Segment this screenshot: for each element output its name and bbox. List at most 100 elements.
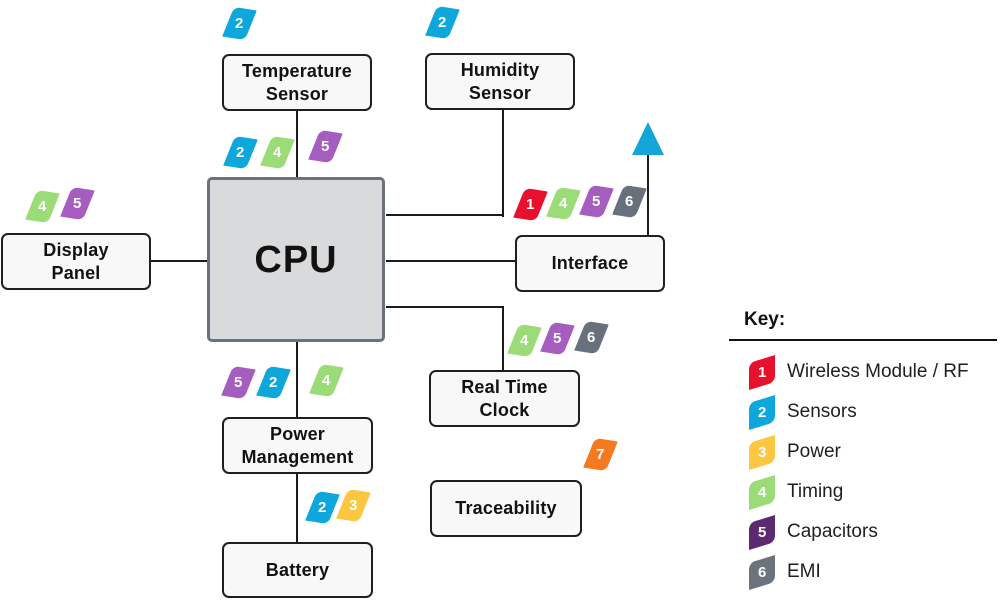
component-badge: 2 (425, 5, 460, 40)
key-entries: 1 Wireless Module / RF 2 Sensors 3 Power 4 Timi… (729, 341, 997, 592)
component-badge: 6 (612, 184, 647, 219)
box-real-time-clock: Real Time Clock (429, 370, 580, 427)
box-label: Management (241, 446, 354, 467)
box-interface: Interface (515, 235, 665, 292)
badge-number: 4 (38, 198, 47, 215)
component-badge: 2 (223, 135, 258, 170)
key-entry: 4 Timing (729, 472, 997, 512)
badge-number: 6 (625, 193, 634, 210)
badge-number: 2 (236, 144, 245, 161)
component-badge: 5 (60, 186, 95, 221)
badge-number: 7 (596, 446, 605, 463)
key-entry: 6 EMI (729, 552, 997, 592)
connector-line (647, 152, 649, 236)
key-entry-label: Sensors (787, 401, 857, 422)
box-label: Humidity (460, 59, 540, 80)
component-badge: 5 (221, 365, 256, 400)
component-badge: 2 (305, 490, 340, 525)
key-badge: 1 (749, 354, 775, 390)
box-label: Interface (551, 253, 629, 273)
connector-line (502, 110, 504, 217)
key-badge: 6 (749, 554, 775, 590)
badge-number: 5 (321, 138, 330, 155)
box-label: Temperature (242, 60, 352, 81)
key-badge: 4 (749, 474, 775, 510)
component-badge: 5 (579, 184, 614, 219)
badge-number: 2 (235, 15, 244, 32)
badge-number: 4 (520, 332, 529, 349)
badge-number: 4 (273, 144, 282, 161)
key-badge-number: 6 (757, 563, 767, 581)
key-badge: 3 (749, 434, 775, 470)
component-badge: 2 (222, 6, 257, 41)
component-badge: 4 (260, 135, 295, 170)
connector-line (296, 342, 298, 417)
connector-line (151, 260, 207, 262)
key-badge-number: 1 (757, 363, 767, 381)
box-traceability: Traceability (430, 480, 582, 537)
box-cpu: CPU (207, 177, 385, 342)
key-entry: 3 Power (729, 432, 997, 472)
badge-number: 6 (587, 329, 596, 346)
component-badge: 1 (513, 187, 548, 222)
antenna-icon (632, 122, 664, 155)
key-badge-number: 4 (757, 483, 767, 501)
box-label: CPU (254, 238, 338, 281)
badge-number: 2 (318, 499, 327, 516)
box-label: Display (43, 239, 109, 260)
badge-number: 1 (526, 196, 535, 213)
component-badge: 4 (25, 189, 60, 224)
component-badge: 4 (309, 363, 344, 398)
box-battery: Battery (222, 542, 373, 598)
badge-number: 5 (234, 374, 243, 391)
key-entry-label: Capacitors (787, 521, 878, 542)
key-entry: 2 Sensors (729, 392, 997, 432)
badge-number: 2 (269, 374, 278, 391)
connector-line (502, 306, 504, 371)
box-label: Real Time (461, 376, 548, 397)
key-panel: Key: 1 Wireless Module / RF 2 Sensors 3 Power… (729, 305, 997, 592)
component-badge: 6 (574, 320, 609, 355)
component-badge: 5 (540, 321, 575, 356)
badge-number: 4 (559, 195, 568, 212)
key-entry-label: Timing (787, 481, 844, 502)
key-divider (729, 339, 997, 341)
component-badge: 5 (308, 129, 343, 164)
key-entry: 5 Capacitors (729, 512, 997, 552)
connector-line (296, 111, 298, 177)
key-badge-number: 3 (757, 443, 767, 461)
key-title: Key: (744, 309, 786, 330)
key-entry: 1 Wireless Module / RF (729, 352, 997, 392)
box-power-management: Power Management (222, 417, 373, 474)
key-badge: 5 (749, 514, 775, 550)
badge-number: 5 (553, 330, 562, 347)
key-entry-label: EMI (787, 561, 821, 582)
box-display-panel: Display Panel (1, 233, 151, 290)
connector-line (386, 306, 504, 308)
box-label: Power (269, 423, 326, 444)
component-badge: 3 (336, 488, 371, 523)
connector-line (296, 474, 298, 542)
box-label: Battery (265, 559, 330, 580)
box-label: Clock (479, 399, 530, 420)
component-badge: 4 (546, 186, 581, 221)
key-badge: 2 (749, 394, 775, 430)
key-entry-label: Power (787, 441, 841, 462)
component-badge: 7 (583, 437, 618, 472)
box-label: Sensor (265, 83, 329, 104)
badge-number: 4 (322, 372, 331, 389)
connector-line (386, 214, 504, 216)
badge-number: 5 (592, 193, 601, 210)
box-humidity-sensor: Humidity Sensor (425, 53, 575, 110)
badge-number: 5 (73, 195, 82, 212)
badge-number: 3 (349, 497, 358, 514)
box-temperature-sensor: Temperature Sensor (222, 54, 372, 111)
component-badge: 4 (507, 323, 542, 358)
box-label: Panel (51, 262, 101, 283)
component-badge: 2 (256, 365, 291, 400)
box-label: Sensor (468, 82, 532, 103)
key-badge-number: 2 (757, 403, 767, 421)
key-badge-number: 5 (757, 523, 767, 541)
box-label: Traceability (455, 498, 557, 518)
key-entry-label: Wireless Module / RF (787, 361, 969, 382)
